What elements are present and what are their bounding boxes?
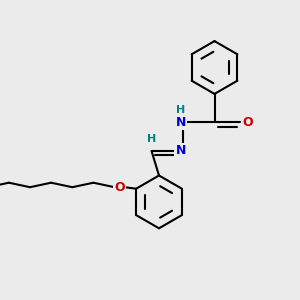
- Text: N: N: [176, 144, 186, 158]
- Text: H: H: [176, 105, 185, 116]
- Text: O: O: [242, 116, 253, 129]
- Text: H: H: [147, 134, 156, 144]
- Text: O: O: [114, 181, 125, 194]
- Text: N: N: [176, 116, 186, 129]
